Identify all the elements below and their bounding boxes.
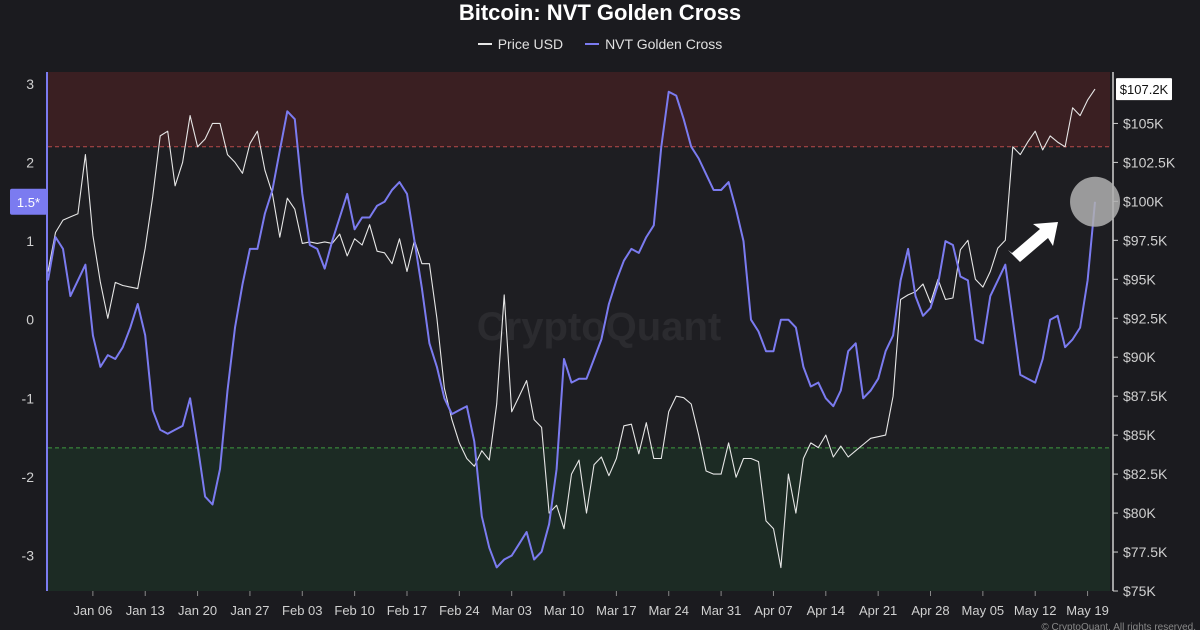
x-tick-label: Feb 17 bbox=[387, 603, 427, 618]
chart-legend: Price USD NVT Golden Cross bbox=[0, 36, 1200, 52]
x-tick-label: Feb 03 bbox=[282, 603, 322, 618]
price-current-badge bbox=[1116, 78, 1172, 101]
legend-label-nvt: NVT Golden Cross bbox=[605, 36, 723, 52]
right-tick-label: $75K bbox=[1123, 583, 1156, 599]
annotation-arrow bbox=[1008, 222, 1058, 262]
right-tick-label: $87.5K bbox=[1123, 388, 1168, 404]
x-tick-label: Apr 07 bbox=[754, 603, 792, 618]
nvt-current-badge bbox=[10, 188, 47, 215]
right-tick-label: $100K bbox=[1123, 193, 1164, 209]
right-tick-label: $97.5K bbox=[1123, 232, 1168, 248]
series-line-price bbox=[47, 88, 1096, 569]
series-line-nvt bbox=[47, 90, 1096, 569]
footer-copyright: © CryptoQuant. All rights reserved. bbox=[1041, 622, 1196, 630]
x-tick-label: Mar 31 bbox=[701, 603, 741, 618]
x-tick-label: Apr 28 bbox=[911, 603, 949, 618]
right-tick-label: $82.5K bbox=[1123, 466, 1168, 482]
left-tick-label: 0 bbox=[26, 312, 34, 328]
legend-label-price: Price USD bbox=[497, 36, 564, 52]
highlight-circle bbox=[1070, 176, 1121, 227]
right-tick-label: $105K bbox=[1123, 115, 1164, 131]
x-tick-label: Feb 10 bbox=[334, 603, 374, 618]
right-tick-label: $80K bbox=[1123, 505, 1156, 521]
left-tick-label: -3 bbox=[22, 548, 35, 564]
x-tick-label: Apr 21 bbox=[859, 603, 897, 618]
right-tick-label: $77.5K bbox=[1123, 544, 1168, 560]
x-tick-label: Jan 13 bbox=[126, 603, 165, 618]
x-tick-label: Apr 14 bbox=[807, 603, 845, 618]
left-tick-label: 2 bbox=[26, 154, 34, 170]
x-tick-label: Mar 10 bbox=[544, 603, 584, 618]
legend-item-nvt[interactable]: NVT Golden Cross bbox=[585, 36, 722, 52]
x-tick-label: Jan 20 bbox=[178, 603, 217, 618]
watermark-text: CryptoQuant bbox=[477, 305, 721, 349]
x-tick-label: Mar 17 bbox=[596, 603, 636, 618]
left-tick-label: 3 bbox=[26, 76, 34, 92]
right-tick-label: $102.5K bbox=[1123, 154, 1176, 170]
nvt-current-label: 1.5* bbox=[17, 195, 40, 210]
right-tick-label: $90K bbox=[1123, 349, 1156, 365]
right-tick-label: $92.5K bbox=[1123, 310, 1168, 326]
x-tick-label: Jan 27 bbox=[230, 603, 269, 618]
x-tick-label: May 12 bbox=[1014, 603, 1057, 618]
x-tick-label: May 19 bbox=[1066, 603, 1109, 618]
legend-swatch-price bbox=[477, 43, 492, 45]
x-tick-label: Feb 24 bbox=[439, 603, 479, 618]
legend-item-price[interactable]: Price USD bbox=[477, 36, 564, 52]
band-1 bbox=[48, 447, 1110, 591]
x-tick-label: Jan 06 bbox=[73, 603, 112, 618]
left-tick-label: 1 bbox=[26, 233, 34, 249]
x-tick-label: Mar 24 bbox=[649, 603, 689, 618]
x-tick-label: Mar 03 bbox=[491, 603, 531, 618]
price-current-label: $107.2K bbox=[1120, 82, 1169, 97]
band-0 bbox=[48, 72, 1110, 147]
left-tick-label: -2 bbox=[22, 469, 35, 485]
right-tick-label: $95K bbox=[1123, 271, 1156, 287]
chart-title: Bitcoin: NVT Golden Cross bbox=[458, 0, 742, 25]
right-tick-label: $85K bbox=[1123, 427, 1156, 443]
left-tick-label: -1 bbox=[22, 390, 35, 406]
x-tick-label: May 05 bbox=[962, 603, 1005, 618]
legend-swatch-nvt bbox=[585, 43, 600, 45]
